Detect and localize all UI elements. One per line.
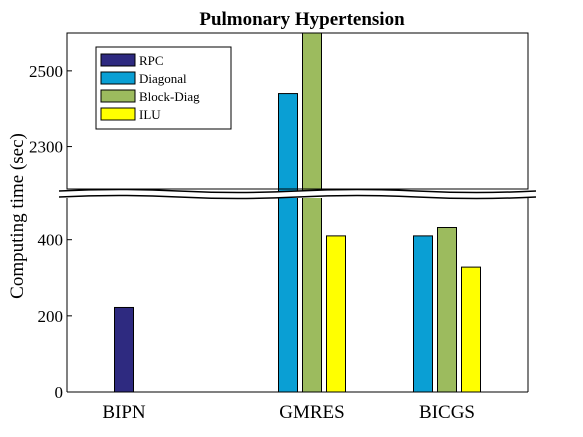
chart-title: Pulmonary Hypertension	[199, 9, 405, 30]
legend-label-diagonal: Diagonal	[139, 71, 187, 86]
bar-gmres-block-diag	[302, 32, 322, 393]
x-tick-label-bipn: BIPN	[102, 402, 146, 423]
bar-bipn-rpc	[114, 306, 134, 393]
bar-bicgs-diagonal	[413, 235, 433, 393]
legend-label-rpc: RPC	[139, 53, 164, 68]
y-tick-label: 200	[38, 307, 64, 326]
y-tick-label: 2500	[29, 62, 63, 81]
y-tick-label: 2300	[29, 138, 63, 157]
legend-swatch-rpc	[100, 53, 136, 67]
bar-gmres-ilu	[326, 235, 346, 393]
y-axis-label: Computing time (sec)	[7, 133, 28, 299]
legend-swatch-block-diag	[100, 89, 136, 103]
legend-label-ilu: ILU	[139, 107, 161, 122]
y-tick-label: 0	[55, 383, 64, 402]
legend-swatch-diagonal	[100, 71, 136, 85]
axis-break-line-lower	[58, 194, 537, 200]
upper-axis-frame	[66, 32, 529, 190]
bar-gmres-diagonal	[278, 93, 298, 393]
legend-label-block-diag: Block-Diag	[139, 89, 200, 104]
plot-area: 0 200 400 2300 2500 BIPN GMRES BICGS	[29, 32, 537, 423]
x-tick-label-gmres: GMRES	[279, 402, 344, 423]
bar-bicgs-ilu	[461, 266, 481, 393]
legend: RPC Diagonal Block-Diag ILU	[95, 46, 232, 130]
bar-bicgs-block-diag	[437, 227, 457, 393]
x-tick-label-bicgs: BICGS	[419, 402, 475, 423]
legend-swatch-ilu	[100, 107, 136, 121]
y-tick-label: 400	[38, 231, 64, 250]
axis-break-line-upper	[58, 188, 537, 194]
